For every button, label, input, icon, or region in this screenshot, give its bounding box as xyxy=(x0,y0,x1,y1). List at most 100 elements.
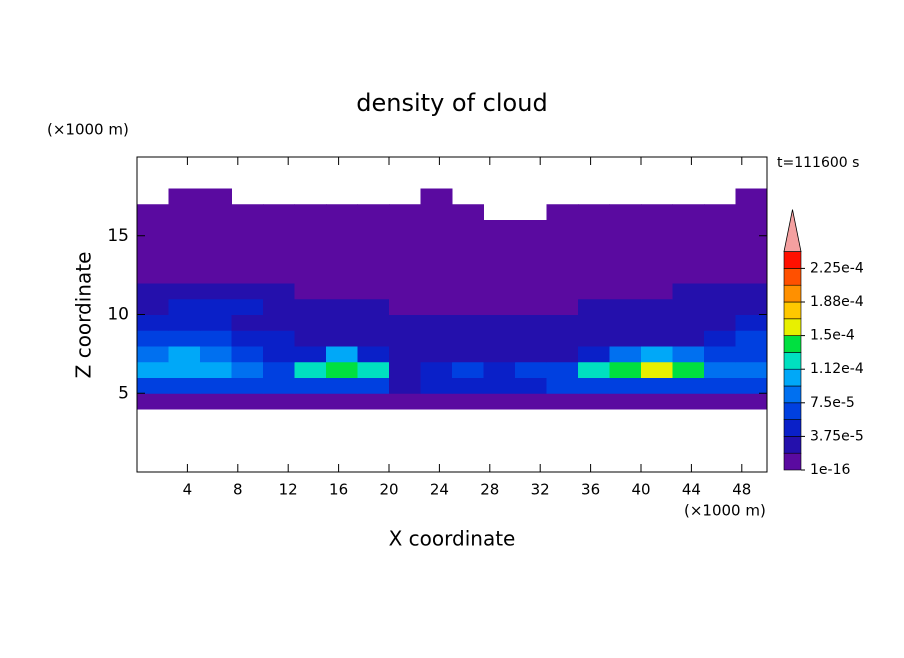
contour-cell xyxy=(735,346,768,363)
x-tick-label: 8 xyxy=(233,481,243,499)
contour-cell xyxy=(294,330,327,347)
contour-cell xyxy=(420,361,453,378)
contour-cell xyxy=(704,330,736,347)
contour-cell xyxy=(326,361,358,378)
colorbar: 1e-16 3.75e-5 7.5e-5 1.12e-4 1.5e-4 1.88e-4 2.… xyxy=(783,209,864,478)
contour-cell xyxy=(231,393,264,410)
contour-cell xyxy=(294,314,327,331)
contour-cell xyxy=(389,314,421,331)
contour-cell xyxy=(263,298,295,315)
contour-cell xyxy=(326,283,358,300)
contour-cell xyxy=(326,314,358,331)
contour-cell xyxy=(483,267,516,284)
contour-cell xyxy=(672,361,705,378)
contour-cell xyxy=(357,377,390,394)
contour-cell xyxy=(578,298,610,315)
x-tick-label: 28 xyxy=(480,481,499,499)
contour-cell xyxy=(200,267,232,284)
contour-cell xyxy=(137,314,169,331)
contour-cell xyxy=(231,377,264,394)
contour-cell xyxy=(420,267,453,284)
contour-cell xyxy=(641,346,673,363)
contour-cell xyxy=(546,346,579,363)
x-tick-label: 20 xyxy=(379,481,398,499)
x-tick-label: 16 xyxy=(329,481,348,499)
contour-cell xyxy=(452,283,484,300)
contour-cell xyxy=(326,220,358,237)
contour-cell xyxy=(231,330,264,347)
contour-cell xyxy=(735,204,768,221)
contour-cell xyxy=(641,235,673,252)
colorbar-block xyxy=(783,368,802,387)
contour-cell xyxy=(452,377,484,394)
contour-cell xyxy=(357,330,390,347)
colorbar-tick-label: 3.75e-5 xyxy=(810,428,864,444)
contour-cell xyxy=(263,314,295,331)
contour-cell xyxy=(452,330,484,347)
contour-cell xyxy=(389,377,421,394)
contour-cell xyxy=(641,220,673,237)
contour-cell xyxy=(326,346,358,363)
contour-cell xyxy=(168,346,201,363)
contour-cell xyxy=(168,361,201,378)
contour-cell xyxy=(641,267,673,284)
contour-cell xyxy=(546,235,579,252)
contour-cell xyxy=(231,361,264,378)
contour-cell xyxy=(420,283,453,300)
contour-cell xyxy=(200,220,232,237)
contour-cell xyxy=(326,204,358,221)
contour-cell xyxy=(483,298,516,315)
contour-cell xyxy=(452,298,484,315)
contour-cell xyxy=(326,251,358,268)
contour-cell xyxy=(483,377,516,394)
contour-cell xyxy=(168,267,201,284)
contour-cell xyxy=(357,283,390,300)
contour-cell xyxy=(389,298,421,315)
contour-cell xyxy=(515,361,547,378)
contour-cell xyxy=(483,346,516,363)
contour-cell xyxy=(578,220,610,237)
contour-cell xyxy=(137,220,169,237)
colorbar-block xyxy=(783,251,802,269)
contour-cell xyxy=(326,330,358,347)
x-tick-label: 36 xyxy=(581,481,600,499)
contour-cell xyxy=(200,393,232,410)
contour-cell xyxy=(546,251,579,268)
contour-cell xyxy=(672,314,705,331)
contour-cell xyxy=(672,298,705,315)
contour-cell xyxy=(578,283,610,300)
colorbar-block xyxy=(783,335,802,353)
contour-cell xyxy=(515,330,547,347)
contour-cell xyxy=(578,346,610,363)
colorbar-block xyxy=(783,402,802,420)
contour-cell xyxy=(609,361,642,378)
contour-cell xyxy=(672,377,705,394)
contour-cell xyxy=(420,188,453,205)
contour-cell xyxy=(672,346,705,363)
contour-cell xyxy=(452,346,484,363)
contour-cell xyxy=(641,377,673,394)
contour-cell xyxy=(609,377,642,394)
contour-cell xyxy=(294,251,327,268)
contour-cell xyxy=(704,377,736,394)
contour-cell xyxy=(263,267,295,284)
contour-cell xyxy=(483,283,516,300)
contour-cell xyxy=(483,393,516,410)
contour-cell xyxy=(420,298,453,315)
contour-cell xyxy=(294,267,327,284)
contour-cell xyxy=(452,314,484,331)
contour-cell xyxy=(609,220,642,237)
contour-cell xyxy=(515,283,547,300)
contour-cell xyxy=(704,346,736,363)
contour-cell xyxy=(704,283,736,300)
contour-cell xyxy=(578,314,610,331)
contour-cell xyxy=(263,346,295,363)
contour-cell xyxy=(200,346,232,363)
contour-cell xyxy=(641,283,673,300)
contour-cell xyxy=(735,220,768,237)
contour-cell xyxy=(672,204,705,221)
contour-cell xyxy=(168,330,201,347)
contour-cell xyxy=(168,314,201,331)
contour-cell xyxy=(137,267,169,284)
